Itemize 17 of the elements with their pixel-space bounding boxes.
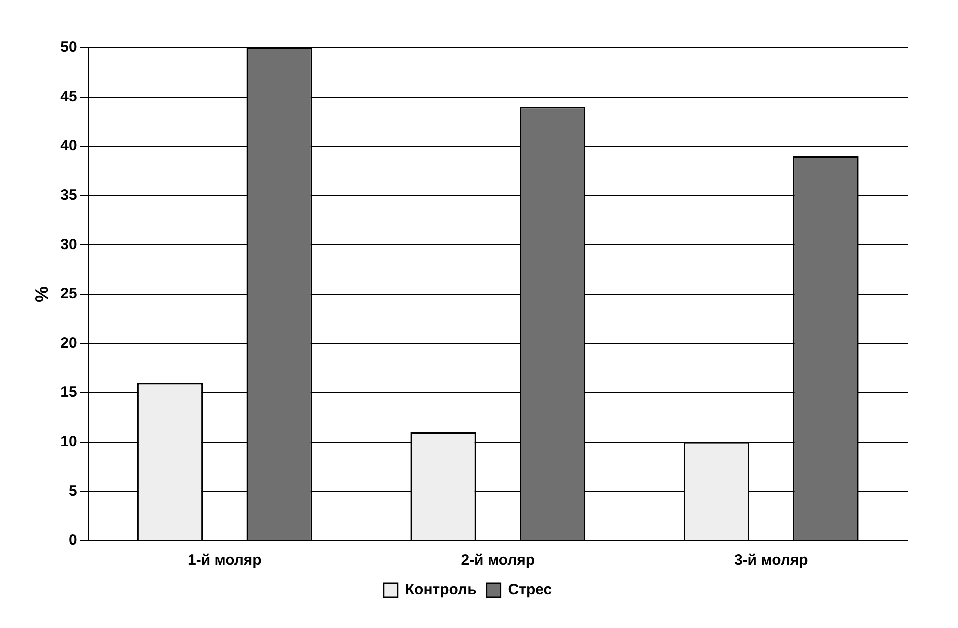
y-tick-label: 25 — [60, 286, 78, 303]
y-tick-label: 50 — [60, 39, 78, 56]
legend-label: Стрес — [508, 582, 552, 599]
y-tick-label: 0 — [68, 532, 78, 550]
y-tick-label: 10 — [60, 434, 78, 451]
x-tick-label: 3-й моляр — [734, 552, 808, 570]
y-tick-label: 15 — [60, 384, 78, 402]
x-tick-label: 2-й моляр — [461, 552, 536, 570]
y-tick-label: 20 — [60, 334, 78, 352]
y-tick-label: 40 — [60, 138, 78, 155]
y-tick-label: 30 — [60, 236, 78, 254]
legend-label: Контроль — [405, 582, 477, 599]
y-axis-title: % — [32, 286, 52, 303]
x-tick-label: 1-й моляр — [188, 552, 262, 570]
y-tick-label: 5 — [68, 482, 78, 500]
y-tick-label: 45 — [60, 88, 78, 106]
y-tick-label: 35 — [60, 187, 78, 204]
